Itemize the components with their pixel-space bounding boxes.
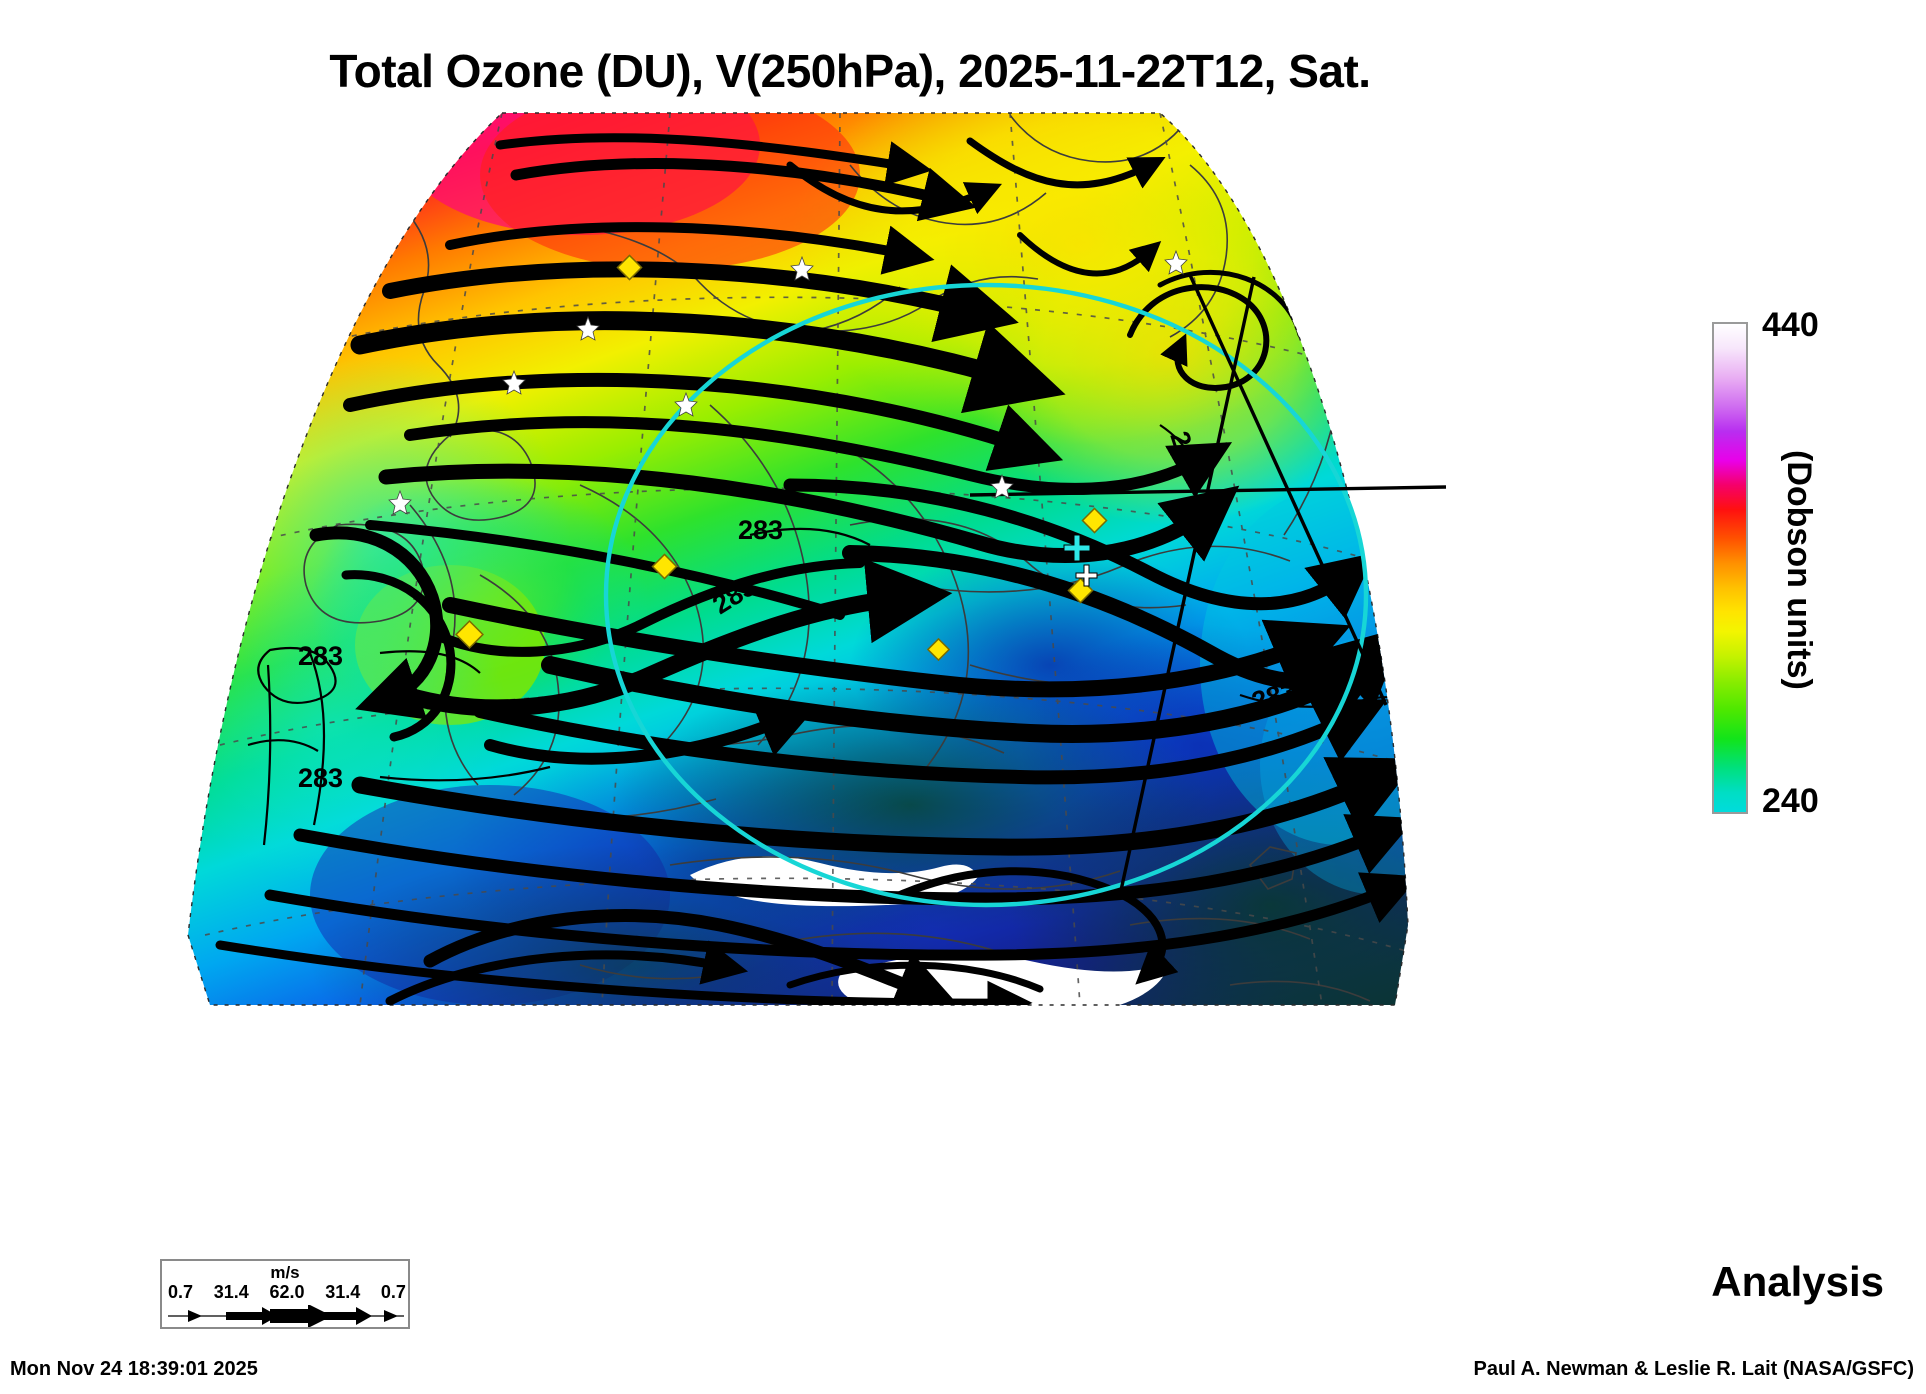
colorbar: 440 240 (Dobson units) <box>1700 300 1926 840</box>
observation-star-markers[interactable] <box>388 249 1188 515</box>
wind-scale-legend: m/s 0.7 31.4 62.0 31.4 0.7 <box>160 1259 410 1329</box>
contour-label-283-c: 283 <box>738 515 783 545</box>
contour-label-283-b: 283 <box>298 763 343 793</box>
wind-streamlines-layer <box>215 133 1408 1005</box>
analysis-label: Analysis <box>1711 1258 1884 1305</box>
map-boundary <box>187 112 1409 1006</box>
generation-timestamp: Mon Nov 24 18:39:01 2025 <box>10 1358 258 1380</box>
wind-legend-value: 0.7 <box>168 1282 194 1302</box>
station-markers-layer[interactable] <box>388 249 1188 662</box>
page-title: Total Ozone (DU), V(250hPa), 2025-11-22T… <box>329 45 1371 97</box>
station-marker-diamond[interactable] <box>1081 507 1108 534</box>
station-marker-diamond[interactable] <box>616 254 643 281</box>
range-ring <box>603 282 1369 908</box>
wind-legend-units-label: m/s <box>270 1263 300 1282</box>
colorbar-max-tick: 440 <box>1762 306 1819 344</box>
center-site-marker[interactable] <box>1063 534 1098 587</box>
ozone-shaded-field <box>188 113 1408 1005</box>
wind-legend-value: 62.0 <box>269 1282 305 1302</box>
colorbar-gradient <box>1712 322 1748 814</box>
wind-legend-value: 0.7 <box>380 1282 406 1302</box>
station-marker-diamond[interactable] <box>455 620 484 649</box>
colorbar-axis-label: (Dobson units) <box>1780 450 1818 690</box>
wind-legend-value: 31.4 <box>325 1282 361 1302</box>
colorbar-min-tick: 240 <box>1762 782 1819 820</box>
contour-label-283-a: 283 <box>298 641 343 671</box>
wind-legend-value: 31.4 <box>213 1282 249 1302</box>
author-credit: Paul A. Newman & Leslie R. Lait (NASA/GS… <box>1473 1358 1914 1380</box>
map-panel[interactable]: 283 283 283 283 283 283 <box>150 105 1610 1265</box>
station-marker-diamond[interactable] <box>926 637 951 662</box>
wind-legend-values: 0.7 31.4 62.0 31.4 0.7 <box>168 1282 406 1303</box>
station-marker-diamond[interactable] <box>651 553 678 580</box>
wind-legend-arrow-row <box>168 1305 404 1327</box>
transect-lines <box>969 274 1447 896</box>
